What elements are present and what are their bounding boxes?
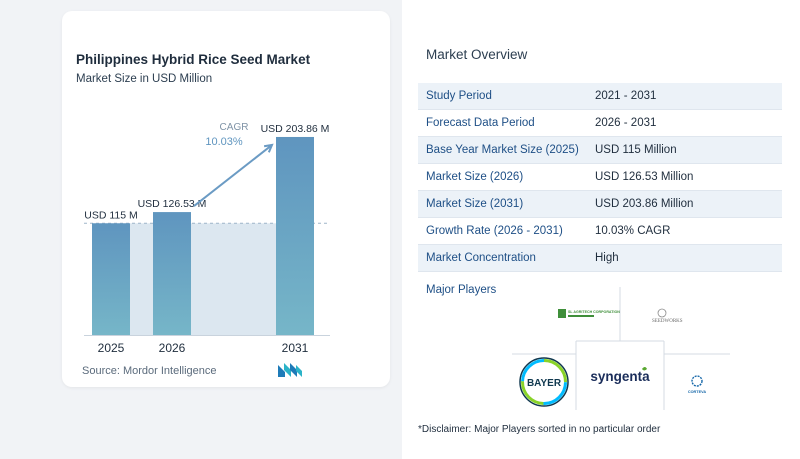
cagr-value: 10.03% [205, 136, 243, 148]
data-label-2026: USD 126.53 M [138, 198, 207, 210]
syngenta-logo: syngenta [590, 367, 650, 384]
row-value: USD 203.86 Million [595, 198, 694, 210]
market-overview-panel: Market Overview Study Period 2021 - 2031… [402, 0, 800, 459]
major-players-title: Major Players [426, 284, 497, 296]
row-label: Forecast Data Period [426, 117, 535, 129]
row-label: Market Concentration [426, 252, 536, 264]
chart-title: Philippines Hybrid Rice Seed Market [76, 52, 311, 67]
seedworks-text: SEEDWORKS [652, 319, 683, 324]
row-value: 2021 - 2031 [595, 90, 657, 102]
data-label-2025: USD 115 M [84, 209, 138, 221]
data-label-2031: USD 203.86 M [261, 123, 330, 135]
corteva-logo: CORTEVA [688, 375, 707, 394]
cagr-arrow [193, 144, 273, 207]
sl-agritech-logo: SL AGRITECH CORPORATION [558, 309, 620, 318]
row-value: USD 115 Million [595, 144, 677, 156]
disclaimer: *Disclaimer: Major Players sorted in no … [418, 424, 661, 435]
overview-table: Study Period 2021 - 2031 Forecast Data P… [418, 83, 782, 272]
bar-2031 [276, 136, 314, 335]
seedworks-logo: SEEDWORKS [652, 308, 683, 324]
overview-row: Market Size (2026) USD 126.53 Million [418, 164, 782, 191]
row-label: Base Year Market Size (2025) [426, 144, 579, 156]
overview-row: Forecast Data Period 2026 - 2031 [418, 110, 782, 137]
bayer-text: BAYER [527, 378, 562, 389]
overview-row: Market Concentration High [418, 245, 782, 272]
bar-2026 [153, 212, 191, 335]
sl-agritech-text: SL AGRITECH CORPORATION [568, 310, 620, 314]
overview-row: Growth Rate (2026 - 2031) 10.03% CAGR [418, 218, 782, 245]
major-players-grid: SL AGRITECH CORPORATION SEEDWORKS BAYER … [512, 287, 730, 410]
syngenta-text: syngenta [590, 369, 650, 384]
overview-row: Study Period 2021 - 2031 [418, 83, 782, 110]
row-value: USD 126.53 Million [595, 171, 694, 183]
row-label: Growth Rate (2026 - 2031) [426, 225, 563, 237]
chart-subtitle: Market Size in USD Million [76, 73, 213, 85]
chart-card: Philippines Hybrid Rice Seed Market Mark… [62, 11, 390, 387]
row-label: Market Size (2026) [426, 171, 524, 183]
row-value: 2026 - 2031 [595, 117, 657, 129]
source-note: Source: Mordor Intelligence [82, 365, 217, 377]
row-value: High [595, 252, 619, 264]
row-value: 10.03% CAGR [595, 225, 671, 237]
cagr-label: CAGR [220, 122, 249, 133]
cagr-arrow-head [263, 143, 274, 153]
overview-title: Market Overview [426, 47, 528, 62]
tick-label-2026: 2026 [159, 341, 186, 355]
overview-row: Base Year Market Size (2025) USD 115 Mil… [418, 137, 782, 164]
tick-label-2025: 2025 [98, 341, 125, 355]
bayer-logo: BAYER [519, 357, 569, 407]
mordor-logo-icon [278, 363, 302, 377]
row-label: Market Size (2031) [426, 198, 524, 210]
corteva-text: CORTEVA [688, 390, 707, 394]
row-label: Study Period [426, 90, 492, 102]
overview-row: Market Size (2031) USD 203.86 Million [418, 191, 782, 218]
bar-2025 [92, 223, 130, 335]
tick-label-2031: 2031 [282, 341, 309, 355]
bar-chart: USD 115 M 2025 USD 126.53 M 2026 USD 203.86 … [84, 122, 330, 355]
